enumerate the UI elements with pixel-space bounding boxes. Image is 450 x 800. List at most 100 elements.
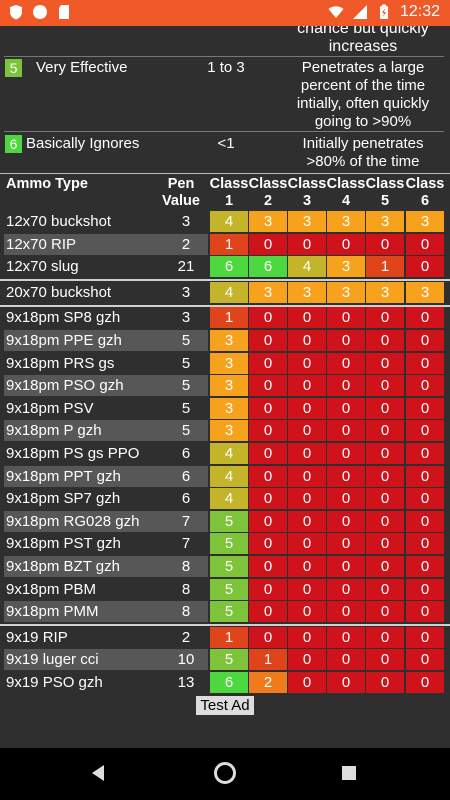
circle-icon — [33, 5, 47, 19]
table-row: 9x18pm BZT gzh 8 5 0 0 0 0 0 — [0, 556, 450, 579]
ammo-name: 9x18pm RG028 gzh — [4, 510, 164, 532]
pen-value: 10 — [164, 649, 208, 671]
class-2-grade: 0 — [249, 420, 287, 442]
class-3-grade: 4 — [288, 256, 326, 278]
class-6-grade: 3 — [406, 211, 444, 232]
class-5-grade: 0 — [366, 375, 404, 397]
class-3-grade: 0 — [288, 533, 326, 555]
ammo-name: 9x18pm PST gzh — [6, 535, 121, 553]
class-1-grade: 4 — [210, 465, 248, 487]
table-row: 20x70 buckshot 3 4 3 3 3 3 3 — [0, 281, 450, 305]
ammo-name: 9x18pm PSO gzh — [4, 375, 164, 397]
class-1-grade: 5 — [210, 649, 248, 671]
table-row: 9x18pm PS gs PPO 6 4 0 0 0 0 0 — [0, 443, 450, 466]
class-2-grade: 0 — [249, 510, 287, 532]
class-1-grade: 5 — [210, 601, 248, 623]
back-icon[interactable] — [92, 765, 104, 781]
class-1-grade: 3 — [210, 330, 248, 351]
class-2-grade: 0 — [249, 601, 287, 623]
class-6-grade: 0 — [406, 510, 444, 532]
legend-desc: Initially penetrates >80% of the time — [288, 135, 438, 171]
effectiveness-legend: chance but quickly increases 5 Very Effe… — [0, 26, 450, 174]
class-2-grade: 0 — [249, 375, 287, 397]
header-pen-line: Pen — [167, 176, 195, 192]
legend-range: <1 — [217, 135, 235, 152]
class-1-grade: 5 — [210, 556, 248, 577]
sd-card-icon — [59, 5, 69, 19]
pen-value: 5 — [181, 354, 191, 372]
class-4-grade: 0 — [327, 397, 365, 419]
table-row: 9x18pm PPT gzh 6 4 0 0 0 0 0 — [0, 465, 450, 489]
class-4-grade: 0 — [327, 488, 365, 510]
class-5-grade: 0 — [366, 672, 404, 693]
class-6-grade: 0 — [406, 443, 444, 464]
class-3-grade: 0 — [288, 601, 326, 623]
class-4-grade: 0 — [327, 233, 365, 255]
test-ad-banner[interactable]: Test Ad — [196, 696, 254, 715]
header-class-word: Class — [209, 176, 249, 192]
class-1-grade: 4 — [210, 488, 248, 510]
class-5-grade: 0 — [366, 578, 404, 600]
table-row: 9x18pm PBM 8 5 0 0 0 0 0 — [0, 578, 450, 602]
class-2-grade: 0 — [249, 233, 287, 255]
legend-divider — [4, 56, 444, 57]
class-6-grade: 0 — [406, 330, 444, 351]
legend-desc-line: increases — [328, 38, 398, 55]
group-divider — [0, 304, 450, 307]
class-3-grade: 0 — [288, 649, 326, 671]
class-6-grade: 0 — [406, 649, 444, 671]
class-1-grade: 4 — [210, 211, 248, 232]
class-6-grade: 0 — [406, 420, 444, 442]
header-class-number: 3 — [302, 193, 312, 209]
class-2-grade: 0 — [249, 578, 287, 600]
pen-value: 13 — [177, 674, 195, 691]
table-row: 9x18pm PPE gzh 5 3 0 0 0 0 0 — [0, 330, 450, 353]
legend-desc-line: chance but quickly — [297, 26, 429, 37]
legend-name: Very Effective — [36, 59, 128, 76]
table-row: 9x18pm SP7 gzh 6 4 0 0 0 0 0 — [0, 488, 450, 511]
ammo-name: 9x18pm PS gs PPO — [6, 445, 140, 462]
class-3-grade: 0 — [288, 307, 326, 329]
ammo-name: 9x19 PSO gzh — [6, 674, 103, 691]
class-3-grade: 0 — [288, 578, 326, 600]
class-5-grade: 0 — [366, 420, 404, 442]
table-row: 9x18pm RG028 gzh 7 5 0 0 0 0 0 — [0, 510, 450, 534]
pen-value: 6 — [164, 465, 208, 487]
system-icons: 12:32 — [328, 3, 440, 21]
class-1-grade: 3 — [210, 420, 248, 442]
class-4-grade: 3 — [327, 211, 365, 232]
legend-desc-line: percent of the time — [300, 77, 426, 94]
class-5-grade: 0 — [366, 330, 404, 351]
header-ammo-type: Ammo Type — [6, 176, 88, 192]
home-icon[interactable] — [214, 762, 236, 784]
legend-desc-line: intially, often quickly — [296, 95, 430, 112]
pen-value: 7 — [181, 535, 191, 553]
class-1-grade: 3 — [210, 397, 248, 419]
header-class-word: Class — [365, 176, 405, 192]
legend-bottom-divider — [0, 173, 450, 174]
class-6-grade: 0 — [406, 578, 444, 600]
class-5-grade: 0 — [366, 626, 404, 648]
class-4-grade: 0 — [327, 510, 365, 532]
ammo-name: 12x70 RIP — [4, 233, 164, 255]
class-2-grade: 3 — [249, 281, 287, 303]
class-6-grade: 0 — [406, 556, 444, 577]
class-6-grade: 0 — [406, 533, 444, 555]
header-class-word: Class — [405, 176, 445, 192]
recent-apps-icon[interactable] — [342, 766, 356, 780]
table-row: 9x18pm SP8 gzh 3 1 0 0 0 0 0 — [0, 307, 450, 330]
class-2-grade: 0 — [249, 443, 287, 464]
battery-charging-icon — [379, 4, 388, 19]
pen-value: 8 — [181, 580, 191, 598]
class-4-grade: 3 — [327, 281, 365, 303]
table-header: Ammo Type Pen Value Class 1 Class 2 Class 3 Cl… — [0, 176, 450, 212]
table-row: 9x19 luger cci 10 5 1 0 0 0 0 — [0, 649, 450, 672]
class-4-grade: 0 — [327, 626, 365, 648]
class-2-grade: 0 — [249, 307, 287, 329]
class-3-grade: 3 — [288, 281, 326, 303]
class-3-grade: 0 — [288, 510, 326, 532]
ammo-name: 9x18pm SP7 gzh — [6, 490, 121, 508]
class-2-grade: 0 — [249, 330, 287, 351]
class-5-grade: 0 — [366, 533, 404, 555]
class-2-grade: 1 — [249, 649, 287, 671]
